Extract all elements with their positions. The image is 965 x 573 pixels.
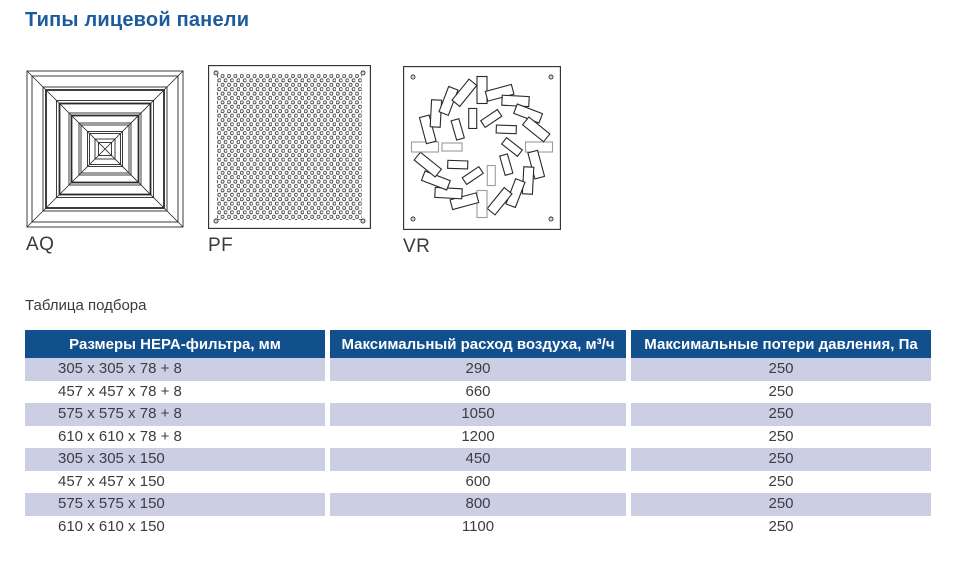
aq-diffuser-diagram-icon [26, 70, 184, 228]
cell-max-airflow: 450 [325, 448, 626, 471]
cell-filter-size: 575 x 575 x 78 + 8 [25, 403, 325, 426]
cell-filter-size: 575 x 575 x 150 [25, 493, 325, 516]
table-row: 575 x 575 x 150 800 250 [25, 493, 931, 516]
col-header-filter-size: Размеры HEPA-фильтра, мм [25, 330, 325, 358]
cell-max-pressure-loss: 250 [626, 358, 931, 381]
cell-filter-size: 305 x 305 x 78 + 8 [25, 358, 325, 381]
selection-table-body: 305 x 305 x 78 + 8 290 250 457 x 457 x 7… [25, 358, 931, 538]
table-caption: Таблица подбора [25, 297, 147, 314]
cell-max-airflow: 290 [325, 358, 626, 381]
cell-filter-size: 457 x 457 x 150 [58, 472, 165, 490]
cell-max-airflow: 1050 [325, 403, 626, 426]
table-row: 610 x 610 x 78 + 8 1200 250 [25, 425, 931, 448]
panel-label-pf: PF [208, 235, 234, 256]
table-header-row: Размеры HEPA-фильтра, мм Максимальный ра… [25, 330, 931, 358]
vr-swirl-diffuser-diagram-icon [403, 66, 561, 230]
panel-figure-pf: PF [208, 65, 371, 257]
cell-filter-size: 305 x 305 x 150 [25, 448, 325, 471]
cell-max-pressure-loss: 250 [626, 448, 931, 471]
cell-max-pressure-loss: 250 [626, 515, 931, 538]
panel-label-aq: AQ [26, 234, 55, 255]
cell-max-airflow: 800 [325, 493, 626, 516]
cell-max-pressure-loss: 250 [626, 380, 931, 403]
cell-max-pressure-loss: 250 [626, 493, 931, 516]
page-title: Типы лицевой панели [25, 9, 250, 31]
cell-max-airflow: 600 [325, 470, 626, 493]
table-row: 457 x 457 x 78 + 8 660 250 [25, 380, 931, 403]
cell-filter-size: 610 x 610 x 150 [58, 517, 165, 535]
panel-figure-aq: AQ [26, 70, 184, 256]
cell-max-airflow: 1200 [325, 425, 626, 448]
table-row: 575 x 575 x 78 + 8 1050 250 [25, 403, 931, 426]
cell-max-pressure-loss: 250 [626, 425, 931, 448]
panel-figure-vr: VR [403, 66, 561, 258]
cell-max-pressure-loss: 250 [626, 470, 931, 493]
col-header-max-airflow: Максимальный расход воздуха, м³/ч [325, 330, 626, 358]
selection-table: Размеры HEPA-фильтра, мм Максимальный ра… [25, 330, 931, 538]
table-row: 305 x 305 x 150 450 250 [25, 448, 931, 471]
table-row: 305 x 305 x 78 + 8 290 250 [25, 358, 931, 381]
cell-max-airflow: 1100 [325, 515, 626, 538]
col-header-max-pressure-loss: Максимальные потери давления, Па [626, 330, 931, 358]
cell-filter-size: 457 x 457 x 78 + 8 [58, 382, 182, 400]
cell-max-pressure-loss: 250 [626, 403, 931, 426]
panel-label-vr: VR [403, 236, 431, 257]
table-row: 610 x 610 x 150 1100 250 [25, 515, 931, 538]
pf-perforated-panel-diagram-icon [208, 65, 371, 229]
cell-filter-size: 610 x 610 x 78 + 8 [58, 427, 182, 445]
cell-max-airflow: 660 [325, 380, 626, 403]
table-row: 457 x 457 x 150 600 250 [25, 470, 931, 493]
